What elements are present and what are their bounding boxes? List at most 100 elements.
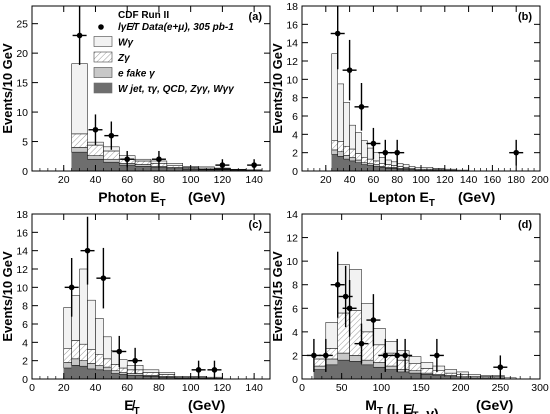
data-point <box>116 348 123 355</box>
bar-efake-bin-8 <box>126 373 144 376</box>
bar-zg-bin-10 <box>391 165 398 168</box>
data-point <box>156 156 162 163</box>
data-point <box>132 357 138 364</box>
x-tick-label: 60 <box>121 382 133 394</box>
bar-efake-bin-3 <box>87 363 96 370</box>
x-axis-unit: (GeV) <box>476 397 513 413</box>
x-axis-title: E̸T <box>124 397 139 414</box>
bar-zg-bin-2 <box>343 146 350 156</box>
x-tick-label: 200 <box>531 174 549 186</box>
x-axis-unit: (GeV) <box>458 189 495 205</box>
panel-label: (c) <box>249 219 263 231</box>
bar-efake-bin-2 <box>103 158 120 163</box>
y-tick-label: 25 <box>16 19 28 31</box>
bar-wg-bin-8 <box>198 166 215 169</box>
bar-zg-bin-3 <box>349 310 362 356</box>
bar-zg-bin-6 <box>367 158 374 164</box>
bar-efake-bin-5 <box>361 162 368 165</box>
chart-panel-b: 20 40 60 80 100 120 140 160 180 200 0 2 4 6 8 10 12 14 16 1… <box>270 1 549 209</box>
bar-wg-bin-2 <box>337 264 350 314</box>
x-axis-unit: (GeV) <box>188 397 225 413</box>
bar-wg-bin-13 <box>408 166 416 169</box>
y-axis-title: Events/10 GeV <box>0 251 15 342</box>
x-tick-label: 150 <box>412 382 430 394</box>
x-tick-label: 60 <box>368 174 380 186</box>
x-tick-label: 140 <box>245 174 263 186</box>
y-tick-label: 12 <box>286 56 298 68</box>
bar-zg-bin-4 <box>355 153 362 161</box>
bar-efake-bin-5 <box>373 362 386 368</box>
bar-zg-bin-11 <box>396 166 404 169</box>
bar-efake-bin-1 <box>71 358 80 366</box>
bar-bkg-bin-5 <box>103 370 112 380</box>
y-tick-label: 20 <box>16 48 28 60</box>
bar-efake-bin-1 <box>325 358 338 366</box>
bar-wg-bin-3 <box>349 124 356 150</box>
bar-bkg-bin-7 <box>396 371 410 380</box>
data-point <box>370 140 377 147</box>
panel-label: (d) <box>518 219 532 231</box>
x-tick-label: 140 <box>460 174 478 186</box>
bar-wg-bin-1 <box>71 295 80 341</box>
data-point <box>334 30 341 37</box>
bar-zg-bin-9 <box>142 372 160 376</box>
bar-zg-bin-0 <box>63 348 72 363</box>
bar-wg-bin-5 <box>373 328 386 346</box>
bar-zg-bin-0 <box>313 358 327 367</box>
bar-zg-bin-11 <box>444 372 457 376</box>
x-tick-label: 20 <box>58 382 70 394</box>
bar-efake-bin-1 <box>87 155 104 160</box>
bar-efake-bin-0 <box>313 365 327 370</box>
bar-zg-bin-4 <box>95 354 104 366</box>
y-axis-title: Events/10 GeV <box>0 43 15 134</box>
bar-efake-bin-4 <box>361 359 374 366</box>
y-tick-label: 0 <box>292 166 298 178</box>
y-axis-title: Events/15 GeV <box>270 251 285 342</box>
x-tick-label: 120 <box>436 174 454 186</box>
data-point <box>108 132 115 139</box>
bar-wg-bin-6 <box>166 163 183 166</box>
x-tick-label: 80 <box>153 174 165 186</box>
bar-wg-bin-5 <box>103 336 112 360</box>
bar-wg-bin-4 <box>95 318 104 355</box>
x-tick-label: 40 <box>90 174 102 186</box>
data-point <box>76 32 83 39</box>
y-tick-label: 0 <box>22 374 28 386</box>
bar-wg-bin-12 <box>402 164 410 168</box>
data-point <box>84 247 91 254</box>
x-tick-label: 50 <box>336 382 348 394</box>
bar-efake-bin-2 <box>79 360 88 367</box>
x-tick-label: 100 <box>373 382 391 394</box>
data-point <box>513 149 519 156</box>
y-tick-label: 8 <box>22 301 28 313</box>
data-point <box>68 284 75 291</box>
y-tick-label: 12 <box>16 264 28 276</box>
x-tick-label: 200 <box>452 382 470 394</box>
bar-bkg-bin-4 <box>95 369 104 380</box>
bar-efake-bin-2 <box>343 155 350 160</box>
bar-wg-bin-7 <box>119 359 128 369</box>
bar-bkg-bin-0 <box>331 154 338 172</box>
bar-wg-bin-0 <box>63 307 72 349</box>
data-point <box>124 156 130 163</box>
bar-zg-bin-0 <box>331 140 338 151</box>
data-point <box>100 275 107 281</box>
x-tick-label: 140 <box>245 382 263 394</box>
data-point <box>311 352 317 359</box>
bar-wg-bin-9 <box>385 159 392 165</box>
legend-label-data: lγE̸T Data(e+μ), 305 pb-1 <box>118 21 234 33</box>
legend-swatch-wg <box>93 36 113 47</box>
bar-wg-bin-2 <box>343 102 350 147</box>
x-tick-label: 40 <box>344 174 356 186</box>
bar-zg-bin-10 <box>158 374 176 377</box>
bar-zg-bin-7 <box>373 160 380 165</box>
legend-label-efake: e fake γ <box>118 69 156 80</box>
bar-efake-bin-0 <box>71 147 88 153</box>
bar-wg-bin-1 <box>337 83 344 142</box>
bar-efake-bin-4 <box>355 159 362 163</box>
bar-bkg-bin-2 <box>79 365 88 380</box>
bar-efake-bin-3 <box>349 157 356 162</box>
bar-bkg-bin-1 <box>71 365 80 380</box>
y-tick-label: 16 <box>16 227 28 239</box>
bar-bkg-bin-3 <box>349 160 356 172</box>
